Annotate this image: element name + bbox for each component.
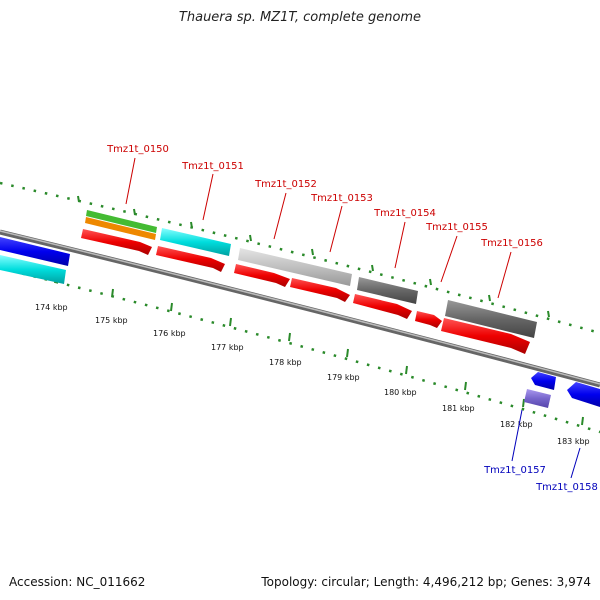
- tick-label: 183 kbp: [557, 437, 590, 446]
- tick-label: 182 kbp: [500, 420, 533, 429]
- outer-ruler: [0, 181, 600, 335]
- gene-0150-features: [81, 210, 157, 255]
- gene-label: Tmz1t_0153: [310, 193, 373, 204]
- map-title: Thauera sp. MZ1T, complete genome: [178, 10, 422, 25]
- gene-0158-features: [567, 382, 600, 407]
- gene-0155-features: [415, 311, 442, 328]
- gene-label: Tmz1t_0155: [425, 222, 488, 233]
- tick-label: 174 kbp: [35, 303, 68, 312]
- inner-major-ticks: [54, 274, 584, 426]
- gene-0154-features: [353, 277, 418, 319]
- gene-0152-features: [234, 248, 352, 287]
- gene-label: Tmz1t_0156: [480, 238, 543, 249]
- genome-summary: Topology: circular; Length: 4,496,212 bp…: [261, 575, 591, 589]
- tick-label: 179 kbp: [327, 373, 360, 382]
- feature-partial-blue: [0, 237, 70, 266]
- inner-ruler: [0, 266, 600, 434]
- ruler-labels: 174 kbp 175 kbp 176 kbp 177 kbp 178 kbp …: [35, 303, 590, 446]
- tick-label: 181 kbp: [442, 404, 475, 413]
- gene-label: Tmz1t_0154: [373, 208, 436, 219]
- tick-label: 178 kbp: [269, 358, 302, 367]
- gene-0156-features: [441, 300, 537, 354]
- gene-label: Tmz1t_0158: [535, 482, 598, 493]
- leader-lines: [125, 157, 581, 479]
- tick-label: 175 kbp: [95, 316, 128, 325]
- gene-labels: Tmz1t_0150 Tmz1t_0151 Tmz1t_0152 Tmz1t_0…: [106, 144, 598, 493]
- outer-major-ticks: [77, 195, 550, 318]
- gene-0151-features: [156, 228, 231, 272]
- tick-label: 176 kbp: [153, 329, 186, 338]
- gene-0153-features: [290, 278, 350, 302]
- gene-0157-features: [524, 372, 556, 408]
- tick-label: 180 kbp: [384, 388, 417, 397]
- gene-label: Tmz1t_0150: [106, 144, 169, 155]
- gene-label: Tmz1t_0157: [483, 465, 546, 476]
- gene-label: Tmz1t_0151: [181, 161, 244, 172]
- tick-label: 177 kbp: [211, 343, 244, 352]
- accession-label: Accession: NC_011662: [9, 575, 146, 589]
- backbone: [0, 229, 600, 388]
- feature-partial-cyan: [0, 255, 66, 284]
- gene-label: Tmz1t_0152: [254, 179, 317, 190]
